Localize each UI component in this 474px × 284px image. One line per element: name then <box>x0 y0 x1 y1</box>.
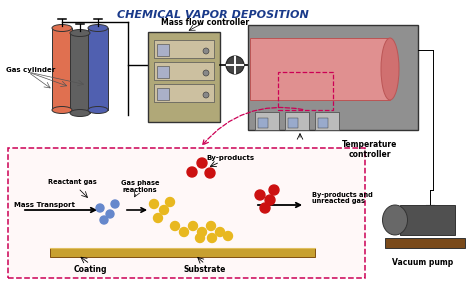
Ellipse shape <box>70 30 90 37</box>
Circle shape <box>208 233 217 243</box>
Circle shape <box>203 48 209 54</box>
Ellipse shape <box>88 24 108 32</box>
Bar <box>157 66 169 78</box>
Circle shape <box>197 158 207 168</box>
Circle shape <box>154 214 163 222</box>
Bar <box>400 205 455 235</box>
Circle shape <box>269 185 279 195</box>
Text: Mass flow controller: Mass flow controller <box>161 18 249 27</box>
Circle shape <box>96 204 104 212</box>
Text: Gas phase
reactions: Gas phase reactions <box>121 179 159 193</box>
Bar <box>154 62 214 80</box>
Text: Mass Transport: Mass Transport <box>14 202 75 208</box>
Text: Vacuum pump: Vacuum pump <box>392 258 454 267</box>
Bar <box>157 44 169 56</box>
Bar <box>52 28 72 110</box>
Circle shape <box>159 206 168 214</box>
Ellipse shape <box>52 24 72 32</box>
Circle shape <box>106 210 114 218</box>
Bar <box>250 38 390 100</box>
Text: By-products and
unreacted gas: By-products and unreacted gas <box>312 191 373 204</box>
Circle shape <box>216 227 225 237</box>
Bar <box>50 248 315 257</box>
Ellipse shape <box>52 106 72 114</box>
Circle shape <box>195 233 204 243</box>
Circle shape <box>171 222 180 231</box>
Circle shape <box>203 70 209 76</box>
Ellipse shape <box>381 38 399 100</box>
Bar <box>385 238 465 248</box>
Text: CHEMICAL VAPOR DEPOSITION: CHEMICAL VAPOR DEPOSITION <box>118 10 309 20</box>
Bar <box>88 28 108 110</box>
Text: Reactant gas: Reactant gas <box>47 179 96 185</box>
Bar <box>318 118 328 128</box>
Bar <box>315 112 339 130</box>
Text: Temperature
controller: Temperature controller <box>342 140 398 159</box>
Circle shape <box>180 227 189 237</box>
Circle shape <box>187 167 197 177</box>
Bar <box>157 88 169 100</box>
Circle shape <box>149 199 158 208</box>
Text: Substrate: Substrate <box>184 266 226 275</box>
Ellipse shape <box>88 106 108 114</box>
Bar <box>154 40 214 58</box>
Bar <box>255 112 279 130</box>
Circle shape <box>265 195 275 205</box>
Bar <box>148 32 220 122</box>
Circle shape <box>260 203 270 213</box>
Bar <box>70 33 90 113</box>
Circle shape <box>255 190 265 200</box>
Bar <box>258 118 268 128</box>
Text: By-products: By-products <box>206 155 254 161</box>
Bar <box>154 84 214 102</box>
Circle shape <box>224 231 233 241</box>
Circle shape <box>207 222 216 231</box>
Bar <box>288 118 298 128</box>
Ellipse shape <box>70 110 90 116</box>
Circle shape <box>100 216 108 224</box>
Bar <box>285 112 309 130</box>
Text: Gas cylinder: Gas cylinder <box>6 67 55 73</box>
Circle shape <box>203 92 209 98</box>
Ellipse shape <box>383 205 408 235</box>
Bar <box>248 25 418 130</box>
Circle shape <box>165 197 174 206</box>
Circle shape <box>226 56 244 74</box>
Circle shape <box>111 200 119 208</box>
Bar <box>8 148 365 278</box>
Circle shape <box>198 227 207 237</box>
Circle shape <box>205 168 215 178</box>
Circle shape <box>189 222 198 231</box>
Bar <box>278 72 333 110</box>
Text: Coating: Coating <box>73 266 107 275</box>
